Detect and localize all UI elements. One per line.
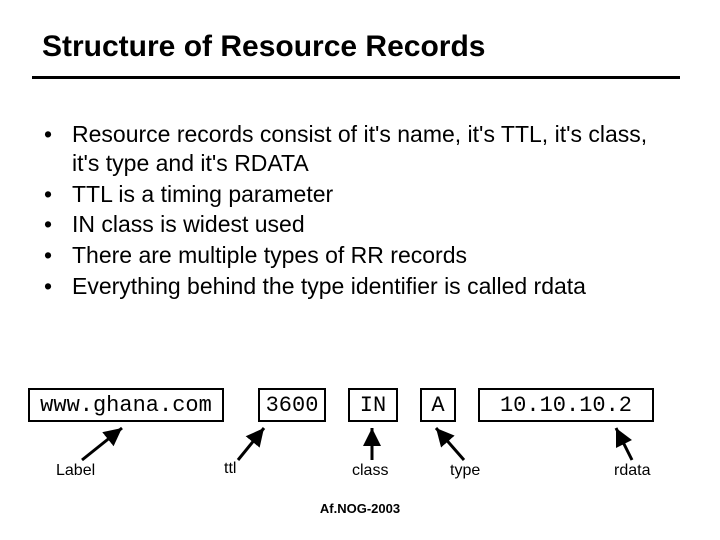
annotation-ttl: ttl xyxy=(224,460,236,478)
annotation-rdata: rdata xyxy=(614,462,650,480)
record-ttl-box: 3600 xyxy=(258,388,326,422)
annotation-label: Label xyxy=(56,462,95,480)
bullet-item: TTL is a timing parameter xyxy=(38,180,678,209)
slide-title: Structure of Resource Records xyxy=(42,30,485,64)
bullet-item: Resource records consist of it's name, i… xyxy=(38,120,678,178)
arrow-class xyxy=(362,426,382,466)
arrow-ttl xyxy=(234,426,278,466)
annotation-type: type xyxy=(450,462,480,480)
bullet-item: IN class is widest used xyxy=(38,210,678,239)
arrow-rdata xyxy=(610,426,640,466)
record-label-box: www.ghana.com xyxy=(28,388,224,422)
record-rdata-box: 10.10.10.2 xyxy=(478,388,654,422)
bullet-item: Everything behind the type identifier is… xyxy=(38,272,678,301)
annotation-class: class xyxy=(352,462,388,480)
arrow-type xyxy=(430,426,470,466)
slide-footer: Af.NOG-2003 xyxy=(0,501,720,516)
arrow-label xyxy=(76,426,136,466)
record-type-box: A xyxy=(420,388,456,422)
bullet-list: Resource records consist of it's name, i… xyxy=(38,120,678,303)
record-class-box: IN xyxy=(348,388,398,422)
bullet-item: There are multiple types of RR records xyxy=(38,241,678,270)
title-underline xyxy=(32,76,680,79)
